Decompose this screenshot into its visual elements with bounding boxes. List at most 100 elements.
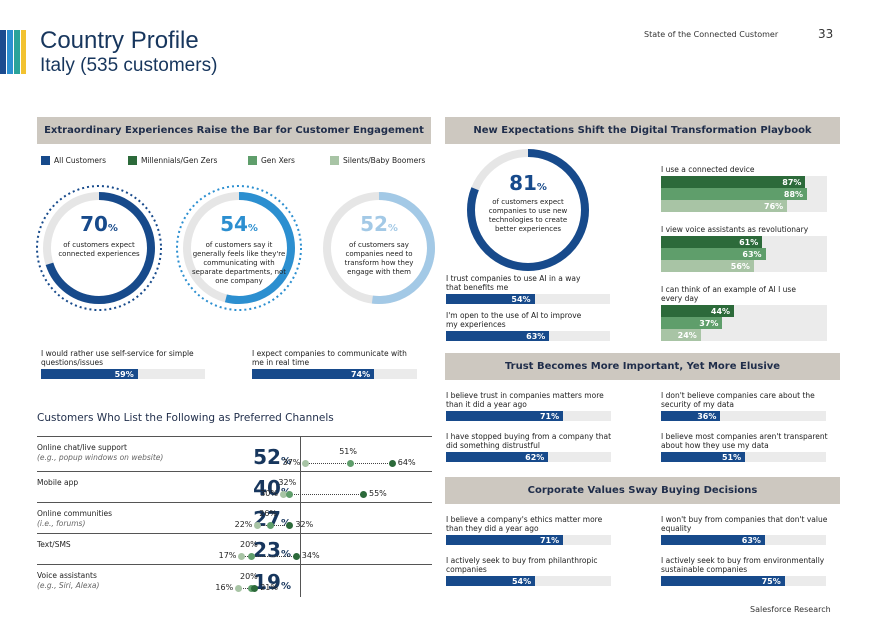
- donut-chart-new-tech: [467, 149, 589, 271]
- stat-label: I believe trust in companies matters mor…: [446, 391, 604, 409]
- publication-title: State of the Connected Customer: [644, 30, 779, 39]
- channel-name: Text/SMS: [37, 540, 207, 550]
- channels-title: Customers Who List the Following as Pref…: [37, 412, 334, 424]
- dot-millennials: [251, 585, 259, 592]
- stat-label: I have stopped buying from a company tha…: [446, 432, 612, 450]
- bar-silents: 24%: [661, 329, 701, 341]
- stat-label: I believe a company's ethics matter more…: [446, 515, 603, 533]
- stat-label: I won't buy from companies that don't va…: [661, 515, 828, 533]
- channel-percent: 52%: [233, 445, 291, 469]
- bar-genx: 88%: [661, 188, 808, 200]
- stat-bar-track: 63%: [446, 331, 610, 341]
- bar-millennials: 44%: [661, 305, 735, 317]
- legend-label: Silents/Baby Boomers: [343, 156, 426, 165]
- donut-arc: [43, 192, 155, 304]
- stat-bar-track: 75%: [661, 576, 826, 586]
- channel-percent-unit: %: [281, 518, 291, 529]
- channel-example: (i.e., forums): [37, 519, 86, 528]
- donut-chart-departments: [176, 185, 302, 311]
- dot-genx: [267, 522, 275, 529]
- channel-high-label: 34%: [301, 551, 320, 560]
- row-divider: [300, 565, 301, 597]
- stat-label-open-ai: I'm open to the use of AI to improve my …: [446, 311, 582, 329]
- stat-bar-track: 51%: [661, 452, 826, 462]
- donut-unit: %: [536, 182, 547, 193]
- channel-percent: 19%: [233, 570, 291, 594]
- dot-millennials: [292, 553, 300, 560]
- donut-value-new-tech: 81%: [478, 171, 578, 195]
- channel-mid-label: 26%: [259, 509, 277, 518]
- legend-swatch: [248, 156, 257, 165]
- channel-row: Text/SMS 23% 17% 20% 34%: [37, 533, 432, 565]
- generation-bar-track: 76%: [661, 200, 827, 212]
- stat-bar-fill: 63%: [661, 535, 765, 545]
- channel-example: (e.g., Siri, Alexa): [37, 581, 100, 590]
- dot-silents: [280, 491, 287, 498]
- stat-bar-fill: 63%: [446, 331, 550, 341]
- stat-bar-fill: 71%: [446, 535, 564, 545]
- legend-label: Millennials/Gen Zers: [141, 156, 218, 165]
- stat-bar-track: 59%: [41, 369, 205, 379]
- generation-bar-track: 24%: [661, 329, 827, 341]
- channel-percent-number: 52: [253, 445, 281, 469]
- channel-mid-label: 51%: [339, 447, 357, 456]
- channel-row: Online chat/live support (e.g., popup win…: [37, 436, 432, 472]
- row-divider: [300, 503, 301, 534]
- stat-bar-fill: 74%: [252, 369, 375, 379]
- stat-bar-track: 63%: [661, 535, 826, 545]
- channel-low-label: 22%: [234, 520, 253, 529]
- donut-text-new-tech: of customers expect companies to use new…: [488, 198, 568, 233]
- stat-bar-track: 36%: [661, 411, 826, 421]
- donut-number: 52: [360, 212, 388, 236]
- donut-chart-connected: [36, 185, 162, 311]
- stat-label-trust-ai: I trust companies to use AI in a way tha…: [446, 274, 581, 292]
- page-title: Country Profile: [40, 27, 199, 54]
- dot-genx: [347, 460, 355, 467]
- channel-row: Voice assistants (e.g., Siri, Alexa) 19% 16…: [37, 564, 432, 597]
- group-label: I can think of an example of AI I use ev…: [661, 285, 796, 303]
- stat-label-self-service: I would rather use self-service for simp…: [41, 349, 194, 367]
- channel-percent-number: 40: [253, 476, 281, 500]
- channel-label: Text/SMS: [37, 540, 71, 549]
- stat-label: I believe most companies aren't transpar…: [661, 432, 828, 450]
- channel-percent-unit: %: [280, 581, 291, 592]
- row-divider: [300, 534, 301, 565]
- legend-label: Gen Xers: [261, 156, 295, 165]
- stat-bar-fill: 51%: [661, 452, 746, 462]
- stat-bar-fill: 75%: [661, 576, 785, 586]
- stat-bar-fill: 62%: [446, 452, 549, 462]
- bar-silents: 76%: [661, 200, 788, 212]
- stat-label: I actively seek to buy from philanthropi…: [446, 556, 598, 574]
- channel-mid-label: 32%: [278, 478, 297, 487]
- stat-bar-fill: 71%: [446, 411, 564, 421]
- stat-bar-track: 54%: [446, 576, 611, 586]
- channel-high-label: 64%: [397, 458, 416, 467]
- channel-range-line: [238, 588, 255, 589]
- group-label: I use a connected device: [661, 165, 755, 174]
- donut-arc: [183, 192, 295, 304]
- donut-text-connected: of customers expect connected experience…: [58, 241, 140, 258]
- donut-number: 54: [220, 212, 248, 236]
- stat-bar-fill: 36%: [661, 411, 721, 421]
- row-divider: [300, 472, 301, 503]
- bar-millennials: 87%: [661, 176, 806, 188]
- channel-example: (e.g., popup windows on website): [37, 453, 164, 462]
- stat-bar-track: 54%: [446, 294, 610, 304]
- stat-label: I don't believe companies care about the…: [661, 391, 815, 409]
- donut-dotted-ring: [36, 185, 162, 311]
- channel-percent-number: 19: [253, 570, 281, 594]
- channel-label: Online chat/live support: [37, 443, 127, 452]
- dot-silents: [235, 585, 243, 592]
- donut-value-connected: 70%: [49, 212, 149, 236]
- section-header-digital: New Expectations Shift the Digital Trans…: [445, 117, 840, 144]
- bar-genx: 63%: [661, 248, 766, 260]
- donut-value-departments: 54%: [189, 212, 289, 236]
- stat-bar-track: 71%: [446, 535, 611, 545]
- channel-mid-label: 20%: [240, 572, 258, 581]
- channel-label: Mobile app: [37, 478, 79, 487]
- channel-name: Online chat/live support (e.g., popup win…: [37, 443, 207, 463]
- donut-number: 70: [80, 212, 108, 236]
- footer-credit: Salesforce Research: [750, 605, 831, 614]
- legend-swatch: [41, 156, 50, 165]
- stat-bar-fill: 54%: [446, 294, 535, 304]
